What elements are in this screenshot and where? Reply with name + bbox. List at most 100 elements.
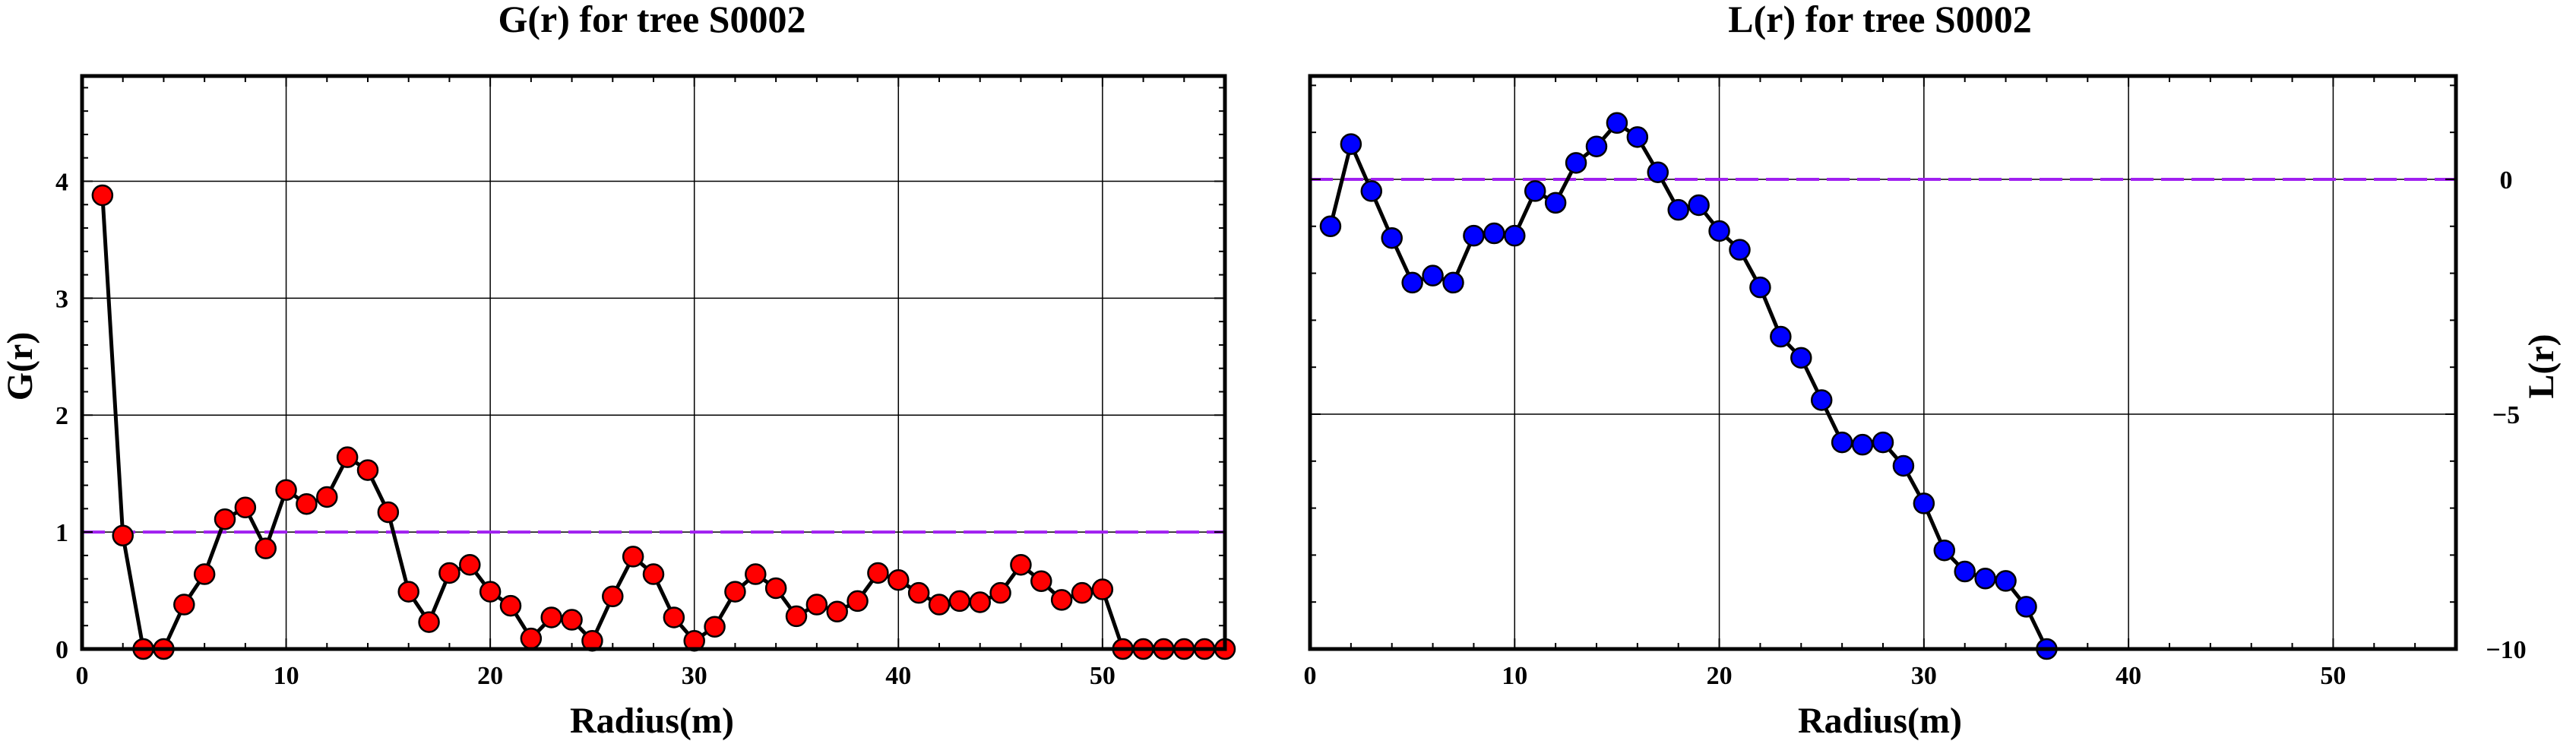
l-of-r-panel: L(r) for tree S0002 Radius(m) L(r) 0 10 20… bbox=[1304, 0, 2562, 741]
l-data-point bbox=[1933, 539, 1956, 562]
g-y-tick-label: 1 bbox=[55, 519, 68, 547]
g-data-point bbox=[969, 591, 991, 613]
g-x-tick-label: 50 bbox=[1090, 662, 1116, 690]
l-plot-frame bbox=[1308, 74, 2458, 651]
l-data-point bbox=[1504, 224, 1526, 247]
g-data-point bbox=[745, 563, 767, 585]
g-series-line bbox=[100, 195, 1225, 651]
l-data-point bbox=[1892, 454, 1915, 477]
g-data-point bbox=[459, 553, 481, 576]
g-x-axis-label: Radius(m) bbox=[570, 701, 734, 741]
l-data-point bbox=[1995, 570, 2017, 592]
g-data-point bbox=[826, 600, 848, 623]
l-data-point bbox=[1831, 431, 1853, 454]
l-data-point bbox=[1422, 264, 1444, 287]
l-x-tick-label: 10 bbox=[1502, 662, 1527, 690]
l-data-point bbox=[1688, 194, 1710, 217]
l-data-point bbox=[1524, 180, 1546, 202]
g-data-point bbox=[1030, 570, 1052, 593]
g-x-tick-label: 10 bbox=[274, 662, 299, 690]
g-data-point bbox=[1071, 581, 1093, 604]
g-data-point bbox=[1010, 553, 1032, 576]
g-y-axis-label: G(r) bbox=[0, 332, 40, 401]
l-data-point bbox=[1954, 560, 1976, 583]
g-data-point bbox=[1091, 578, 1114, 600]
l-data-point bbox=[1565, 152, 1587, 174]
g-y-tick-label: 2 bbox=[55, 402, 68, 430]
g-data-point bbox=[479, 581, 502, 603]
g-data-point bbox=[173, 594, 195, 616]
g-data-point bbox=[764, 577, 787, 600]
l-data-point bbox=[1770, 325, 1792, 348]
l-chart-title: L(r) for tree S0002 bbox=[1728, 0, 2031, 40]
g-data-point bbox=[112, 524, 134, 546]
l-data-point bbox=[1319, 215, 1342, 238]
g-chart-title: G(r) for tree S0002 bbox=[498, 0, 806, 40]
g-data-point bbox=[1050, 589, 1073, 611]
l-data-point bbox=[2015, 596, 2037, 618]
l-data-point bbox=[1381, 226, 1403, 249]
g-y-tick-label: 0 bbox=[55, 636, 68, 664]
l-data-point bbox=[1974, 568, 1996, 590]
g-x-tick-label: 40 bbox=[885, 662, 911, 690]
g-data-point bbox=[377, 501, 400, 524]
l-data-point bbox=[1483, 222, 1505, 245]
g-data-point bbox=[561, 609, 583, 631]
l-data-point bbox=[1667, 198, 1689, 221]
l-x-tick-label: 50 bbox=[2320, 662, 2346, 690]
l-data-point bbox=[1585, 135, 1608, 157]
g-data-point bbox=[847, 590, 869, 613]
l-data-point bbox=[1606, 112, 1628, 135]
g-of-r-panel: G(r) for tree S0002 Radius(m) G(r) 0 10 20… bbox=[0, 0, 1236, 741]
g-data-point bbox=[948, 590, 971, 613]
g-data-point bbox=[867, 562, 889, 584]
l-data-point bbox=[1708, 220, 1730, 242]
g-data-point bbox=[540, 606, 562, 628]
g-data-point bbox=[438, 562, 460, 584]
l-data-point bbox=[1463, 224, 1485, 247]
g-data-point bbox=[499, 594, 522, 617]
l-y-axis-label: L(r) bbox=[2521, 334, 2562, 398]
g-data-point bbox=[214, 508, 236, 530]
l-data-point bbox=[1544, 192, 1567, 214]
g-data-point bbox=[336, 446, 359, 468]
g-data-point bbox=[805, 594, 828, 616]
l-x-tick-label: 40 bbox=[2116, 662, 2141, 690]
l-y-tick-label: 0 bbox=[2500, 166, 2513, 195]
g-data-point bbox=[907, 581, 930, 604]
g-data-point bbox=[888, 568, 910, 591]
g-y-tick-label: 4 bbox=[55, 168, 68, 196]
g-y-tick-label: 3 bbox=[55, 285, 68, 313]
l-x-axis-label: Radius(m) bbox=[1798, 701, 1962, 741]
g-data-point bbox=[234, 496, 257, 519]
l-data-point bbox=[1442, 271, 1464, 294]
l-y-tick-label: −10 bbox=[2486, 636, 2526, 664]
g-data-point bbox=[622, 546, 644, 568]
g-data-point bbox=[255, 537, 277, 559]
g-data-point bbox=[724, 581, 746, 603]
g-plot-frame bbox=[80, 74, 1227, 651]
l-data-point bbox=[1810, 389, 1833, 411]
g-data-point bbox=[275, 479, 297, 501]
g-data-point bbox=[397, 581, 419, 603]
g-data-point bbox=[642, 563, 665, 585]
g-data-point bbox=[785, 605, 808, 628]
l-data-point bbox=[1401, 271, 1423, 294]
l-data-point bbox=[1729, 239, 1751, 261]
g-data-point bbox=[418, 611, 440, 633]
g-data-point bbox=[296, 492, 318, 515]
l-y-tick-label: −5 bbox=[2492, 401, 2520, 429]
g-data-point bbox=[602, 585, 624, 608]
g-x-tick-label: 0 bbox=[76, 662, 89, 690]
g-data-point bbox=[91, 184, 114, 207]
g-data-point bbox=[704, 616, 726, 638]
g-data-point bbox=[928, 594, 951, 616]
l-data-point bbox=[1851, 433, 1874, 456]
l-data-point bbox=[1749, 276, 1771, 299]
l-data-point bbox=[1872, 431, 1894, 454]
g-data-point bbox=[193, 563, 216, 585]
g-x-tick-label: 30 bbox=[682, 662, 707, 690]
l-x-tick-label: 30 bbox=[1911, 662, 1937, 690]
g-data-point bbox=[356, 459, 379, 481]
